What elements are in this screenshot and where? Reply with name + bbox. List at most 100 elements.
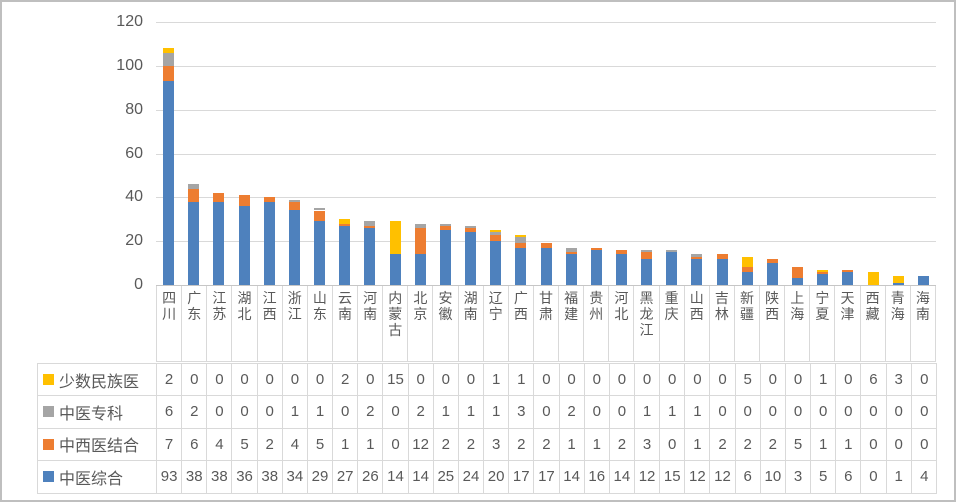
table-value-cell: 0 (760, 396, 786, 429)
legend-label: 少数民族医 (59, 373, 140, 391)
y-axis-tick-label: 40 (125, 188, 143, 205)
bar-segment (414, 228, 426, 255)
table-value-cell: 20 (484, 460, 510, 493)
bar-segment (691, 258, 703, 285)
table-value-cell: 0 (836, 364, 862, 397)
x-axis-label-cell: 江苏 (207, 286, 233, 362)
table-value-cell: 5 (307, 428, 334, 461)
bar-segment (515, 236, 527, 244)
legend-label-cell: 中医专科 (38, 396, 157, 429)
table-value-cell: 2 (509, 428, 535, 461)
bar-segment (213, 192, 225, 202)
table-value-cell: 0 (685, 364, 711, 397)
table-value-cell: 5 (735, 364, 761, 397)
bar-segment (314, 221, 326, 285)
table-value-cell: 0 (207, 396, 233, 429)
bar-segment (792, 267, 804, 279)
table-value-cell: 5 (785, 428, 812, 461)
table-value-cell: 2 (257, 428, 283, 461)
x-axis-label-cell: 西藏 (860, 286, 886, 362)
bar-segment (314, 210, 326, 222)
legend-color-swatch (43, 471, 54, 483)
legend-label: 中医综合 (59, 470, 124, 488)
table-row: 中西医结合 7 6 4 5 2 4 5 1 1 0 12 2 2 3 2 2 1 1 2 3 0 1 2 2 2 5 1 1 0 0 0 (38, 428, 937, 461)
table-value-cell: 0 (861, 460, 887, 493)
table-value-cell: 1 (685, 396, 711, 429)
table-value-cell: 1 (307, 396, 334, 429)
table-row: 中医综合 93 38 38 36 38 34 29 27 26 14 14 25 24 20 17 17 14 16… (38, 460, 936, 493)
bar-segment (817, 274, 829, 285)
x-axis-label: 青海 (890, 290, 905, 322)
bar-segment (364, 228, 376, 285)
x-axis-label-cell: 贵州 (584, 286, 610, 362)
table-value-cell: 38 (258, 460, 283, 493)
table-value-cell: 0 (584, 364, 610, 397)
bar-segment (792, 278, 804, 285)
table-value-cell: 0 (760, 364, 786, 397)
table-value-cell: 3 (484, 428, 510, 461)
x-axis-label: 广西 (513, 290, 528, 322)
y-axis-tick-label: 100 (116, 57, 143, 74)
table-value-cell: 1 (887, 460, 912, 493)
table-value-cell: 14 (409, 460, 434, 493)
table-value-cell: 14 (610, 460, 635, 493)
table-value-cell: 1 (509, 364, 535, 397)
bar-segment (641, 258, 653, 285)
table-value-cell: 1 (484, 364, 510, 397)
table-value-cell: 3 (634, 428, 661, 461)
bar-segment (691, 256, 703, 259)
x-axis-label: 广东 (187, 290, 202, 322)
table-value-cell: 1 (634, 396, 661, 429)
bar-segment (465, 228, 477, 233)
x-axis-label-cell: 陕西 (760, 286, 786, 362)
table-value-cell: 4 (920, 468, 929, 486)
table-value-cell: 2 (760, 428, 786, 461)
x-axis-label: 云南 (337, 290, 352, 322)
table-value-cell: 0 (182, 364, 208, 397)
table-value-cell: 0 (886, 396, 912, 429)
table-value-cell: 38 (207, 460, 233, 493)
table-value-cell: 0 (207, 364, 233, 397)
x-axis-label-cell: 福建 (559, 286, 585, 362)
bar-segment (490, 232, 502, 235)
table-value-cell: 0 (785, 396, 812, 429)
bar-segment (615, 249, 627, 255)
table-value-cell: 1 (836, 428, 862, 461)
x-axis-label: 河南 (363, 290, 378, 322)
table-value-cell: 0 (232, 364, 258, 397)
x-axis-label-cell: 新疆 (734, 286, 760, 362)
table-value-cell: 0 (257, 396, 283, 429)
bar-segment (465, 225, 477, 229)
table-row: 少数民族医 2 0 0 0 0 0 0 2 0 15 0 0 0 1 1 0 0 0 0 0 0 0 0 5 0 0 1 0 6 3 0 (38, 364, 937, 397)
x-axis-label: 西藏 (865, 290, 880, 322)
y-axis-tick-label: 60 (125, 145, 143, 162)
table-value-cell: 0 (911, 429, 937, 461)
table-value-cell: 0 (785, 364, 812, 397)
bar-segment (892, 276, 904, 283)
table-value-cell: 0 (660, 364, 686, 397)
bar-segment (515, 243, 527, 248)
bar-segment (163, 65, 175, 82)
table-value-cell: 7 (157, 428, 183, 461)
gridline (156, 66, 936, 67)
x-axis-label: 北京 (413, 290, 428, 322)
bar-segment (641, 249, 653, 253)
table-value-cell: 12 (710, 460, 736, 493)
bar-segment (565, 252, 577, 255)
x-axis-label-cell: 浙江 (282, 286, 308, 362)
bar-segment (590, 247, 602, 250)
bar-segment (339, 225, 351, 285)
table-value-cell: 10 (761, 460, 786, 493)
x-axis-label-cell: 湖南 (458, 286, 484, 362)
table-value-cell: 0 (660, 428, 686, 461)
table-value-cell: 14 (383, 460, 409, 493)
x-axis-label: 上海 (790, 290, 805, 322)
x-axis-line (156, 285, 936, 286)
table-value-cell: 0 (911, 364, 937, 397)
table-value-cell: 0 (282, 364, 308, 397)
bar-segment (817, 271, 829, 275)
bar-segment (515, 234, 527, 237)
table-value-cell: 17 (509, 460, 535, 493)
x-axis-label-cell: 江西 (257, 286, 283, 362)
